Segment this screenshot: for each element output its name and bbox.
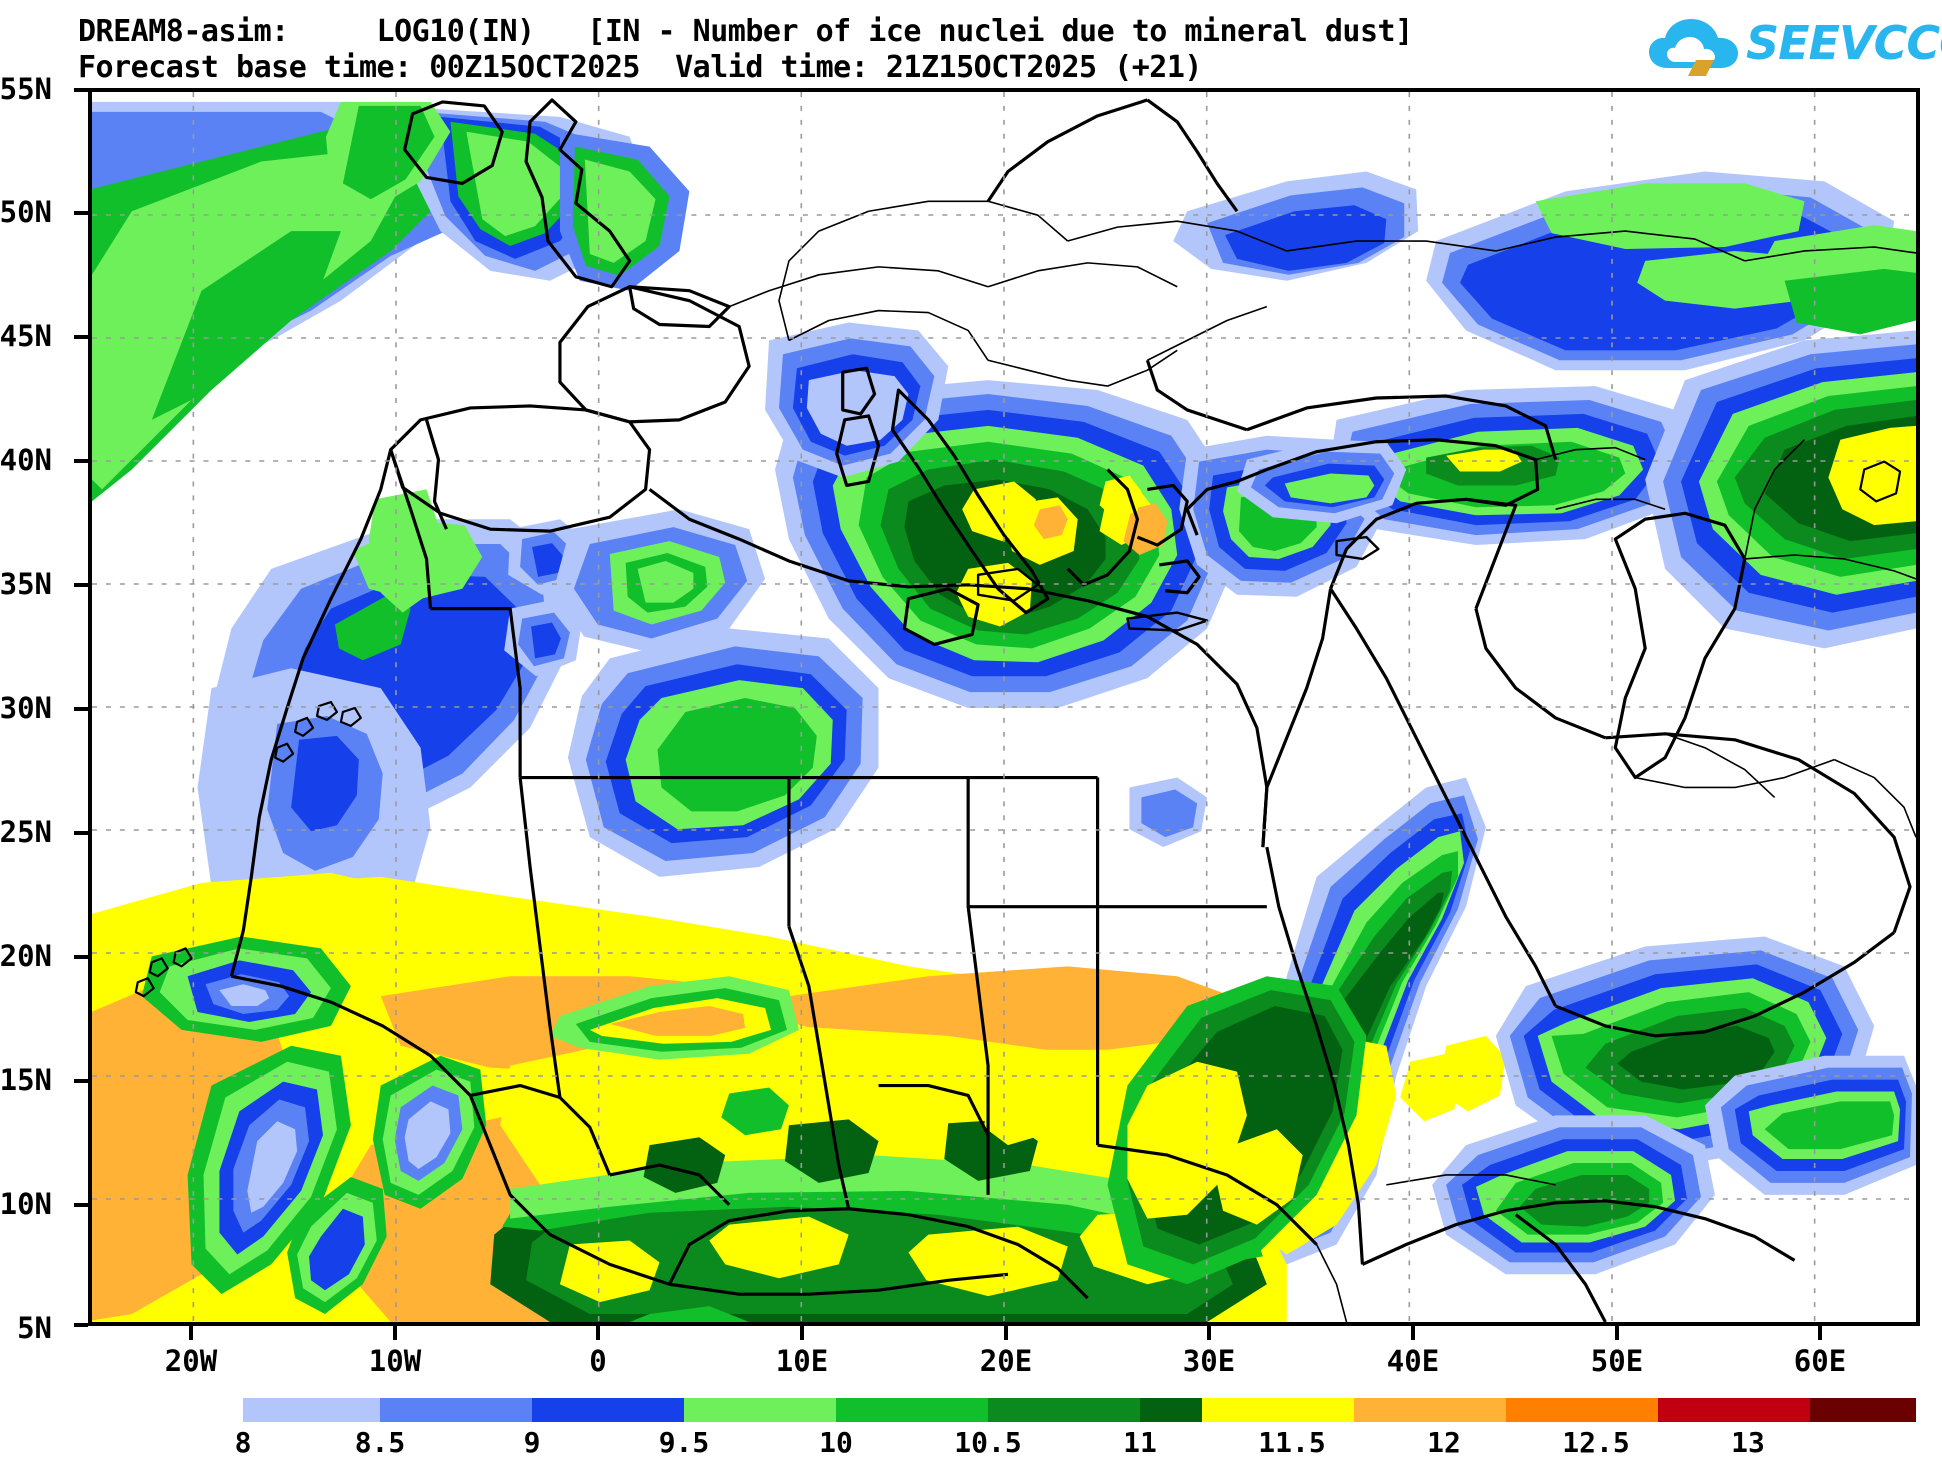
y-tick-label-20n: 20N (0, 939, 52, 973)
y-tick-label-30n: 30N (0, 691, 52, 725)
map-panel: 55N 50N 45N 40N 35N 30N 25N 20N 15N 10N … (0, 72, 1942, 1378)
x-tick-mark-50e (1615, 1326, 1619, 1340)
colorbar-segment-11.5-12.0 (1354, 1398, 1506, 1422)
colorbar-segment-12.0-12.5 (1506, 1398, 1658, 1422)
y-tick-mark-5n (74, 1323, 88, 1327)
dust-concentration-field (92, 101, 1916, 1322)
colorbar-tick-11.5: 11.5 (1258, 1426, 1326, 1459)
x-tick-label-30e: 30E (1182, 1344, 1236, 1378)
y-tick-mark-45n (74, 335, 88, 339)
y-tick-mark-10n (74, 1203, 88, 1207)
x-tick-label-20e: 20E (979, 1344, 1033, 1378)
x-tick-mark-60e (1818, 1326, 1822, 1340)
x-tick-label-0: 0 (589, 1344, 607, 1378)
title-line-1: DREAM8-asim: LOG10(IN) [IN - Number of i… (78, 14, 1413, 49)
y-tick-label-55n: 55N (0, 72, 52, 106)
y-tick-mark-40n (74, 459, 88, 463)
cloud-icon (1649, 19, 1738, 76)
y-tick-label-50n: 50N (0, 195, 52, 229)
seevccc-logo: SEEVCCC (1638, 6, 1942, 80)
colorbar-tick-12.5: 12.5 (1562, 1426, 1630, 1459)
x-tick-mark-20w (189, 1326, 193, 1340)
x-tick-label-60e: 60E (1793, 1344, 1847, 1378)
colorbar-tick-9: 9 (523, 1426, 541, 1459)
x-tick-label-50e: 50E (1590, 1344, 1644, 1378)
colorbar-tick-8.5: 8.5 (354, 1426, 406, 1459)
colorbar-segment-12.5-13.0 (1658, 1398, 1810, 1422)
colorbar-strip[interactable] (243, 1398, 1916, 1422)
colorbar-tick-13: 13 (1731, 1426, 1765, 1459)
colorbar-tick-11: 11 (1123, 1426, 1157, 1459)
colorbar-segment-9.0-9.5 (532, 1398, 684, 1422)
y-tick-label-10n: 10N (0, 1187, 52, 1221)
y-tick-label-35n: 35N (0, 567, 52, 601)
colorbar-segment-11.0-11.5 (1202, 1398, 1354, 1422)
x-tick-label-10e: 10E (775, 1344, 829, 1378)
y-tick-label-5n: 5N (17, 1311, 52, 1345)
x-tick-mark-40e (1411, 1326, 1415, 1340)
x-tick-label-10w: 10W (368, 1344, 422, 1378)
map-plot-area[interactable] (88, 88, 1920, 1326)
colorbar-tick-9.5: 9.5 (658, 1426, 710, 1459)
y-tick-label-40n: 40N (0, 443, 52, 477)
colorbar-legend[interactable]: 8 8.5 9 9.5 10 10.5 11 11.5 12 12.5 13 (0, 1392, 1942, 1467)
colorbar-segment-10.5-11.0 (988, 1398, 1140, 1422)
colorbar-segment-8.0-8.5 (243, 1398, 380, 1422)
colorbar-tick-10: 10 (819, 1426, 853, 1459)
y-tick-label-25n: 25N (0, 815, 52, 849)
colorbar-tick-12: 12 (1427, 1426, 1461, 1459)
colorbar-segment-10.0-10.5 (836, 1398, 988, 1422)
x-tick-label-20w: 20W (164, 1344, 218, 1378)
y-tick-label-45n: 45N (0, 319, 52, 353)
y-tick-mark-15n (74, 1079, 88, 1083)
y-tick-mark-25n (74, 831, 88, 835)
x-tick-mark-10e (800, 1326, 804, 1340)
colorbar-tick-10.5: 10.5 (954, 1426, 1022, 1459)
colorbar-tick-8: 8 (234, 1426, 252, 1459)
y-tick-mark-55n (74, 88, 88, 92)
y-tick-mark-50n (74, 211, 88, 215)
x-tick-label-40e: 40E (1386, 1344, 1440, 1378)
chart-header: DREAM8-asim: LOG10(IN) [IN - Number of i… (0, 0, 1942, 88)
colorbar-segment-9.5-10.0 (684, 1398, 836, 1422)
y-tick-label-15n: 15N (0, 1063, 52, 1097)
x-tick-mark-30e (1207, 1326, 1211, 1340)
colorbar-segment-11.0 (1140, 1398, 1202, 1422)
x-tick-mark-20e (1004, 1326, 1008, 1340)
y-tick-mark-20n (74, 955, 88, 959)
colorbar-segment-13-plus (1810, 1398, 1916, 1422)
y-tick-mark-30n (74, 707, 88, 711)
title-line-2: Forecast base time: 00Z15OCT2025 Valid t… (78, 50, 1202, 85)
y-tick-mark-35n (74, 583, 88, 587)
x-tick-mark-10w (393, 1326, 397, 1340)
logo-text: SEEVCCC (1746, 16, 1942, 70)
colorbar-segment-8.5-9.0 (380, 1398, 532, 1422)
x-tick-mark-0 (596, 1326, 600, 1340)
